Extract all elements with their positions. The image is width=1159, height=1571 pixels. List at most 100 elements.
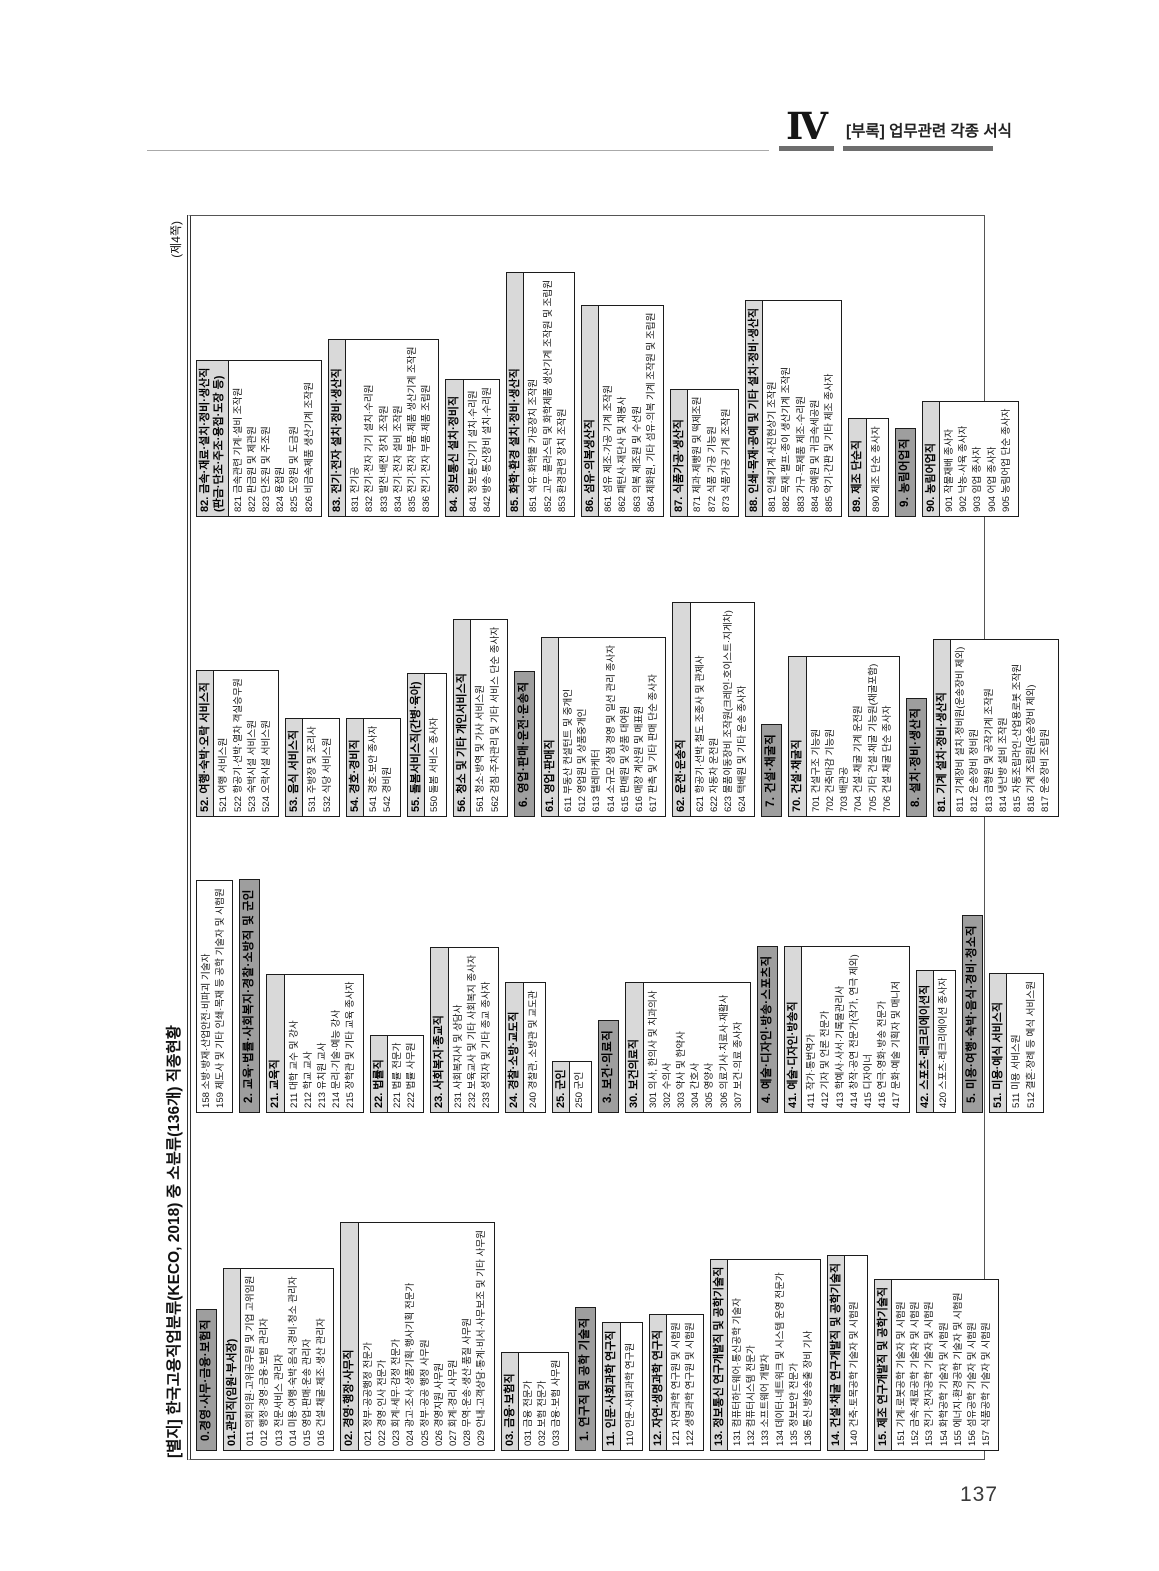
entry-row: 532 식당 서비스원 xyxy=(321,737,333,812)
entry-row: 872 식품 가공 기능원 xyxy=(706,426,718,512)
group-header-bar: 25. 군인 xyxy=(552,1062,571,1112)
entry-row: 025 정부·공공 행정 사무원 xyxy=(419,1339,431,1446)
entry-row: 303 약사 및 한약사 xyxy=(675,1031,687,1108)
entry-list: 841 정보통신기기 설치·수리원 842 방송·통신장비 설치·수리원 xyxy=(464,380,499,516)
entry-row: 831 전기공 xyxy=(350,466,362,512)
section-cell: 21. 교육직 211 대학 교수 및 강사 212 학교 교사 213 유치원 교사… xyxy=(266,973,364,1113)
major-section-bar: 0.경영·사무·금융·보험직 xyxy=(196,1309,217,1451)
major-section-bar: 8. 설치·정비·생산직 xyxy=(905,697,927,817)
entry-list: 621 항공기·선박·철도 조종사 및 관제사 622 자동차 운전원 623 물품… xyxy=(691,603,755,816)
entry-row: 706 건설·채굴 단순 종사자 xyxy=(881,705,893,812)
section-cell: 89. 제조 단순직 890 제조 단순 종사자 xyxy=(848,418,889,517)
entry-row: 901 작물재배 종사자 xyxy=(944,428,955,512)
section-cell: 62. 운전·운송직 621 항공기·선박·철도 조종사 및 관제사 622 자동차… xyxy=(672,602,756,817)
entry-row: 622 자동차 운전원 xyxy=(708,737,720,812)
group-header-bar: 56. 청소 및 기타 개인서비스직 xyxy=(454,619,472,816)
section-cell: 87. 식품가공·생산직 871 제과·제빵원 및 떡제조원 872 식품 가공 기… xyxy=(670,388,739,517)
entry-row: 156 섬유공학 기술자 및 시험원 xyxy=(966,1322,978,1446)
entry-list: 611 부동산 컨설턴트 및 중개인 612 영업원 및 상품중개인 613 텔레마… xyxy=(559,638,665,816)
entry-row: 905 농림어업 단순 종사자 xyxy=(1000,408,1012,512)
entry-row: 417 문화·예술 기획자 및 매니저 xyxy=(891,981,903,1108)
major-section-bar: 4. 예술·디자인·방송·스포츠직 xyxy=(756,945,778,1113)
entry-row: 012 행정·경영·금융·보험 관리자 xyxy=(259,1317,271,1446)
entry-row: 305 영양사 xyxy=(704,1062,716,1108)
entry-row: 885 악기·간판 및 기타 제조 종사자 xyxy=(824,373,836,512)
entry-row: 420 스포츠·레크리에이션 종사자 xyxy=(937,977,949,1108)
entry-row: 512 결혼·장례 등 예식 서비스원 xyxy=(1025,981,1037,1108)
entry-list: 021 정부·공공행정 전문가 022 경영·인사 전문가 023 회계·세무·감정… xyxy=(359,1223,494,1450)
table-column-3: 52. 여행·숙박·오락 서비스직 521 여행 서비스원 522 항공기·선박·열… xyxy=(196,525,1059,817)
entry-row: 832 전기·전자 기기 설치·수리원 xyxy=(364,384,376,512)
entry-row: 561 청소·방역 및 가사 서비스원 xyxy=(475,685,487,812)
entry-row: 705 기타 건설·채굴 기능원(채굴포함) xyxy=(867,663,879,812)
entry-row: 022 경영·인사 전문가 xyxy=(376,1359,388,1446)
entry-list: 411 작가·통번역가 412 기자 및 언론 전문가 413 학예사·사서·기록물… xyxy=(802,947,908,1112)
entry-list: 131 컴퓨터하드웨어·통신공학 기술자 132 컴퓨터시스템 전문가 133 소프… xyxy=(728,1260,820,1450)
continuation-cell: 158 소방·방재·산업안전·비파괴 기술자 159 제도사 및 기타 인쇄·목재… xyxy=(196,880,234,1113)
section-cell: 86. 섬유·의복생산직 861 섬유 제조·가공 기계 조작원 862 패턴사·재… xyxy=(580,304,665,517)
entry-list: 541 경호·보안 종사자 542 경비원 xyxy=(364,719,399,816)
section-cell: 55. 돌봄서비스직(간병·육아) 550 돌봄 서비스 종사자 xyxy=(406,673,448,817)
entry-row: 541 경호·보안 종사자 xyxy=(368,725,380,812)
entry-list: 221 법률 전문가 222 법률 사무원 xyxy=(388,1036,423,1112)
section-cell: 13. 정보통신 연구개발직 및 공학기술직 131 컴퓨터하드웨어·통신공학 기… xyxy=(709,1258,822,1451)
section-cell: 61. 영업·판매직 611 부동산 컨설턴트 및 중개인 612 영업원 및 상품… xyxy=(540,636,667,817)
entry-row: 815 자동조립라인·산업용로봇 조작원 xyxy=(1011,663,1023,812)
entry-row: 302 수의사 xyxy=(661,1062,673,1108)
group-header-bar: 82. 금속·재료·설치·정비·생산직 (판금·단조·주조·용접·도장 등) xyxy=(197,360,229,516)
section-cell: 53. 음식 서비스직 531 주방장 및 조리사 532 식당 서비스원 xyxy=(285,718,340,817)
entry-list: 821 금속관련 기계·설비 조작원 822 판금원 및 제관원 823 단조원 및… xyxy=(229,361,321,516)
entry-row: 883 가구·목제품 제조·수리원 xyxy=(795,396,807,512)
group-header-bar: 41. 예술·디자인·방송직 xyxy=(784,947,803,1112)
section-cell: 23. 사회복지·종교직 231 사회복지사 및 상담사 232 보육교사 및 기타… xyxy=(430,947,500,1113)
entry-row: 157 식품공학 기술자 및 시험원 xyxy=(981,1322,993,1446)
entry-row: 232 보육교사 및 기타 사회복지 종사자 xyxy=(466,955,478,1108)
entry-row: 415 디자이너 xyxy=(862,1054,874,1108)
sheet-page-note: (제4쪽) xyxy=(169,221,183,258)
entry-row: 134 데이터·네트워크 및 시스템 운영 전문가 xyxy=(774,1272,786,1446)
entry-row: 613 텔레마케터 xyxy=(591,749,603,812)
entry-row: 131 컴퓨터하드웨어·통신공학 기술자 xyxy=(731,1297,743,1446)
section-cell: 83. 전기·전자 설치·정비·생산직 831 전기공 832 전기·전자 기기 설… xyxy=(327,338,440,517)
group-header-bar: 30. 보건의료직 xyxy=(626,983,644,1112)
entry-row: 703 배관공 xyxy=(839,766,851,812)
entry-row: 834 전기·전자 설비 조작원 xyxy=(392,405,404,512)
entry-row: 835 전기·전자 부품·제품 생산기계 조작원 xyxy=(406,346,418,512)
section-cell: 24. 경찰·소방·교도직 240 경찰관, 소방관 및 교도관 xyxy=(505,982,546,1113)
entry-row: 023 회계·세무·감정 전문가 xyxy=(391,1338,403,1446)
entry-row: 306 의료기사·치료사·재활사 xyxy=(718,994,730,1108)
table-column-1: 0.경영·사무·금융·보험직 01.관리직(임원·부서장) 011 의회의원·고위공… xyxy=(196,1121,1000,1451)
entry-row: 611 부동산 컨설턴트 및 중개인 xyxy=(562,688,574,812)
entry-list: 550 돌봄 서비스 종사자 xyxy=(425,674,446,816)
entry-row: 836 전기·전자 부품·제품 조립원 xyxy=(421,384,433,512)
chapter-numeral: Ⅳ xyxy=(786,104,829,148)
group-header-bar: 62. 운전·운송직 xyxy=(673,603,691,816)
group-header-bar: 89. 제조 단순직 xyxy=(849,419,867,516)
entry-row: 833 발전·배전 장치 조작원 xyxy=(378,405,390,512)
entry-row: 882 목재·펄프·종이 생산기계 조작원 xyxy=(781,366,793,512)
entry-row: 890 제조 단순 종사자 xyxy=(870,426,882,512)
group-header-bar: 42. 스포츠·레크리에이션직 xyxy=(916,970,934,1112)
entry-row: 231 사회복지사 및 상담사 xyxy=(452,1004,464,1108)
sheet-title: [별지] 한국고용직업분류(KECO, 2018) 중 소분류(136개) 직종… xyxy=(166,1025,183,1458)
entry-row: 133 소프트웨어 개발자 xyxy=(760,1354,772,1446)
entry-row: 024 광고·조사·상품기획·행사기획 전문가 xyxy=(405,1282,417,1446)
section-cell: 30. 보건의료직 301 의사, 한의사 및 치과의사 302 수의사 303 약사… xyxy=(625,982,751,1113)
entry-row: 842 방송·통신장비 설치·수리원 xyxy=(481,387,493,512)
entry-row: 861 섬유 제조·가공 기계 조작원 xyxy=(603,385,615,512)
chapter-numeral-underline xyxy=(779,146,834,151)
group-header-bar: 01.관리직(임원·부서장) xyxy=(223,1268,242,1450)
entry-list: 811 기계장비 설치·정비원(운송장비 제외) 812 운송장비 정비원 813 … xyxy=(951,640,1057,816)
header-rule xyxy=(147,150,769,151)
entry-row: 884 공예원 및 귀금속세공원 xyxy=(809,399,821,512)
group-header-bar: 88. 인쇄·목재·공예 및 기타 설치·정비·생산직 xyxy=(745,300,764,516)
entry-row: 140 건축·토목공학 기술자 및 시험원 xyxy=(849,1301,861,1446)
group-header-bar: 02. 경영·행정·사무직 xyxy=(341,1223,359,1450)
table-column-4: 82. 금속·재료·설치·정비·생산직 (판금·단조·주조·용접·도장 등) 821… xyxy=(196,237,1020,517)
section-cell: 82. 금속·재료·설치·정비·생산직 (판금·단조·주조·용접·도장 등) 821… xyxy=(196,359,322,517)
entry-row: 214 문리·기술·예능 강사 xyxy=(331,1009,343,1108)
entry-row: 014 미용·여행·숙박·음식·경비·청소 관리자 xyxy=(287,1276,299,1446)
section-cell: 25. 군인 250 군인 xyxy=(551,1061,593,1113)
group-header-bar: 13. 정보통신 연구개발직 및 공학기술직 xyxy=(710,1259,728,1450)
group-header-bar: 24. 경찰·소방·교도직 xyxy=(506,983,524,1112)
